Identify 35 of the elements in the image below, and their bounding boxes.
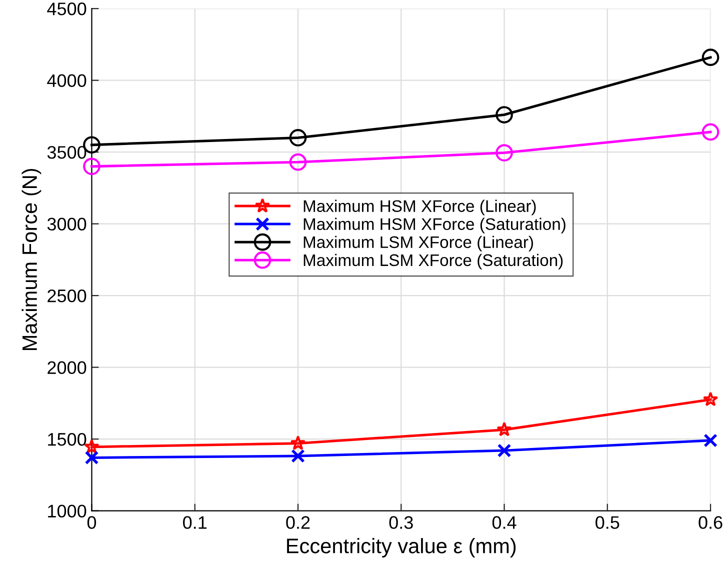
x-tick-label: 0.3 (389, 516, 413, 529)
y-tick-label: 3500 (47, 146, 86, 159)
y-tick-label: 4000 (47, 74, 86, 88)
y-tick-label: 3000 (47, 218, 86, 231)
point (497, 444, 512, 458)
y-tick-label: 2000 (48, 361, 86, 374)
legend-label: Maximum HSM XForce (Linear) (304, 200, 536, 216)
point (289, 129, 307, 146)
point (83, 158, 100, 176)
point (496, 106, 513, 124)
legend-label: Maximum HSM XForce (Saturation) (304, 218, 566, 234)
x-tick-label: 0 (87, 516, 96, 529)
y-tick-label: 1000 (48, 504, 86, 518)
point (289, 153, 307, 171)
point (702, 48, 720, 66)
legend-label: Maximum LSM XForce (Saturation) (304, 254, 563, 270)
x-tick-label: 0.2 (286, 516, 310, 529)
y-tick-label: 4500 (47, 2, 86, 16)
y-tick-label: 1500 (48, 432, 86, 446)
point (702, 123, 720, 141)
point (291, 449, 305, 463)
point (704, 434, 718, 448)
x-tick-label: 0.6 (698, 516, 722, 529)
x-tick-label: 0.1 (183, 516, 207, 529)
y-axis-title: Maximum Force (N) (22, 168, 42, 350)
point (496, 422, 512, 436)
x-axis-title: Eccentricity value ε (mm) (287, 538, 516, 558)
point (290, 435, 306, 450)
x-tick-label: 0.5 (596, 516, 620, 529)
point (496, 144, 513, 162)
y-tick-label: 2500 (48, 289, 86, 302)
point (702, 392, 718, 406)
legend-label: Maximum LSM XForce (Linear) (304, 236, 533, 252)
x-tick-label: 0.4 (492, 516, 516, 529)
point (84, 450, 99, 465)
